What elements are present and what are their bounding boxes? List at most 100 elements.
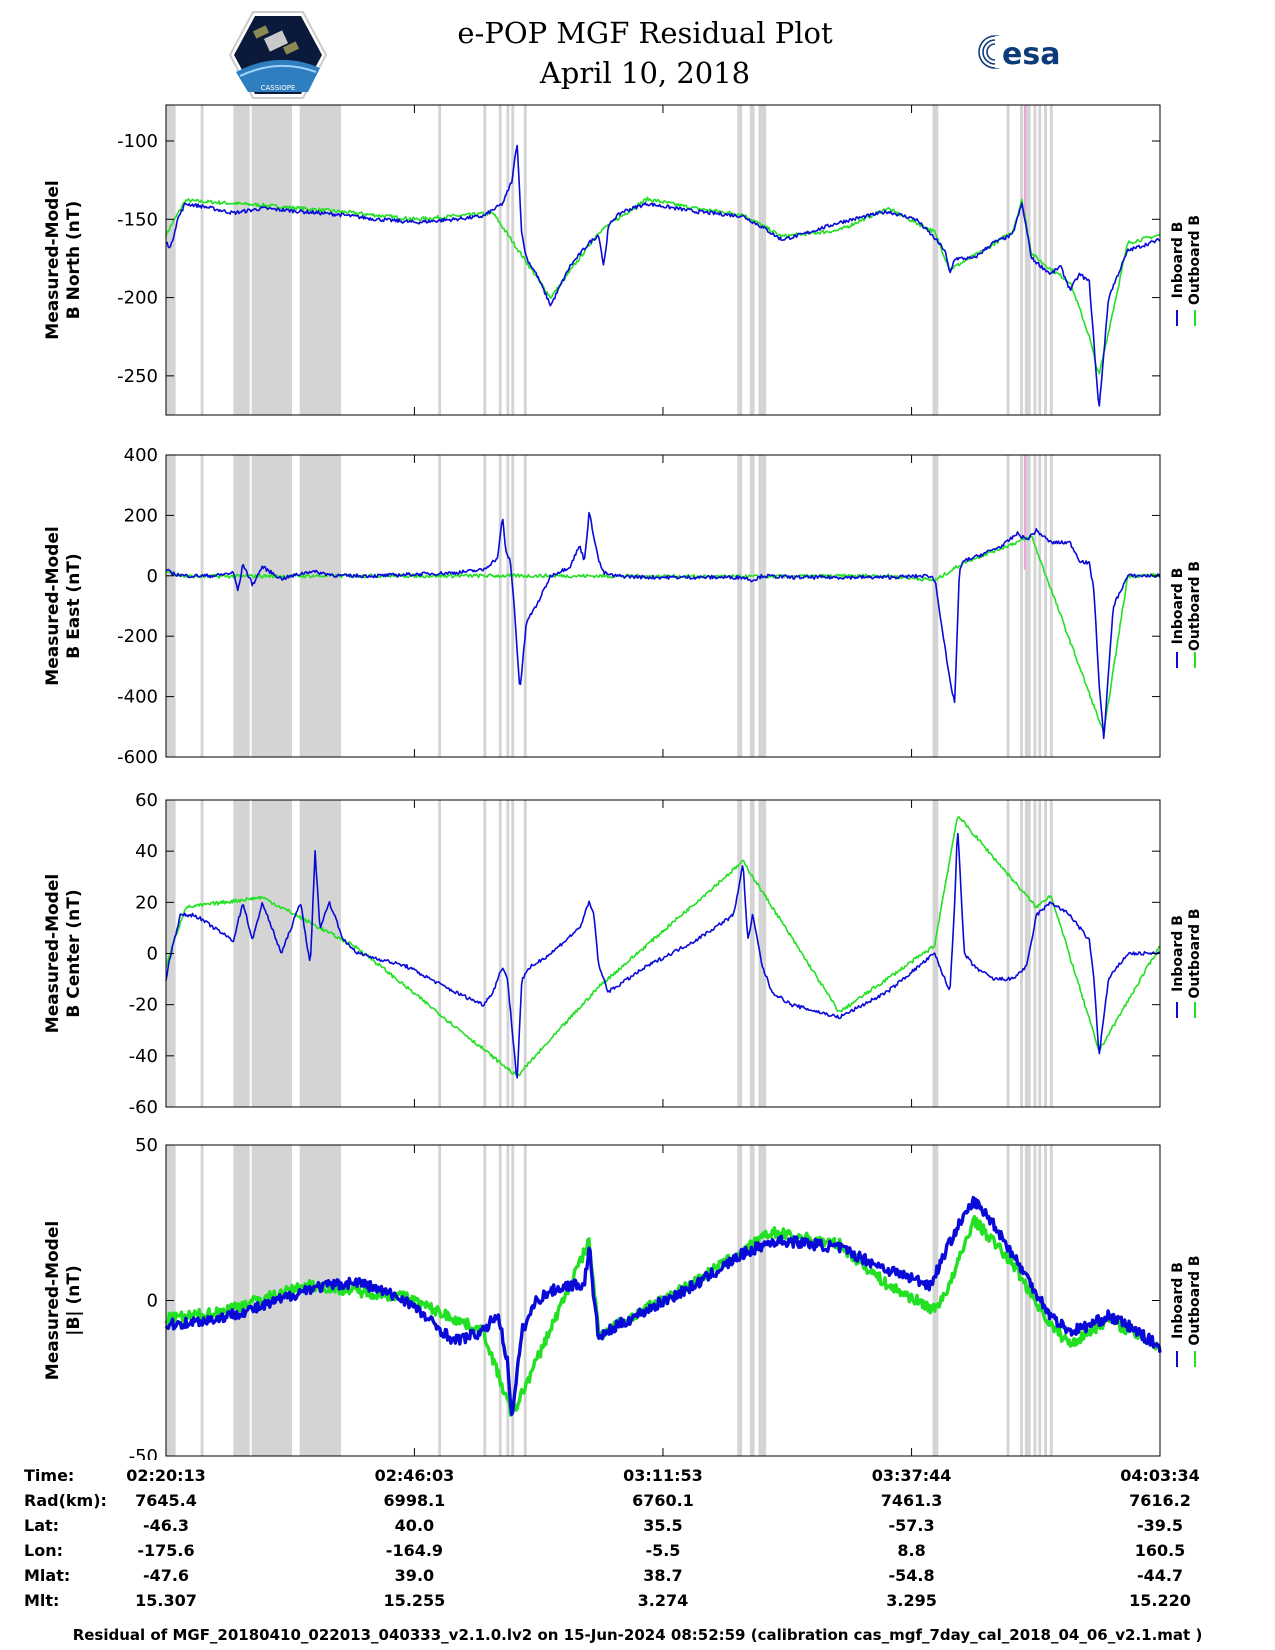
panel-2-y-tick-label: 200	[124, 505, 158, 526]
panel-2-gap-region	[749, 455, 755, 757]
panel-2-gap-region	[511, 455, 515, 757]
panel-4-inboard-series-line	[164, 1195, 1162, 1416]
panel-1-gap-region	[1020, 105, 1023, 415]
panel-2-gap-region	[438, 455, 442, 757]
panel-2-legend: Inboard B Outboard B	[1170, 561, 1203, 668]
info-row-time: Time: 02:20:13 02:46:03 03:11:53 03:37:44 04:…	[0, 1466, 1275, 1488]
panel-1-gap-region	[932, 105, 939, 415]
info-cell-time: 03:37:44	[871, 1466, 952, 1485]
panel-3-gap-region	[1020, 800, 1023, 1107]
panel-3-gap-region	[251, 800, 292, 1107]
panel-4-chart: 50 0 -50 Measured-Model|B| (nT) Inboard B Out…	[43, 1135, 1203, 1460]
panel-3-legend-inboard-label: Inboard B	[1170, 915, 1186, 992]
info-row-label: Mlat:	[24, 1566, 71, 1585]
panel-2-y-axis-label: Measured-ModelB East (nT)	[43, 526, 84, 685]
panel-1-outboard-series-line	[165, 196, 1161, 375]
panel-2-legend-inboard-label: Inboard B	[1170, 568, 1186, 645]
panel-4-gap-region	[483, 1145, 487, 1456]
panel-1-gap-region	[438, 105, 442, 415]
panel-4-y-tick-label: 50	[135, 1135, 158, 1156]
info-cell-mlat: -47.6	[142, 1566, 190, 1585]
panel-4-gap-region	[1024, 1145, 1031, 1456]
panel-4-gap-region	[1049, 1145, 1053, 1456]
info-cell-lat: 35.5	[643, 1516, 683, 1535]
panel-4-gap-region	[233, 1145, 250, 1456]
panel-3-gap-region	[511, 800, 515, 1107]
info-row-label: Lat:	[24, 1516, 60, 1535]
panel-1-y-tick-label: -150	[117, 209, 158, 230]
panel-2-gap-region	[251, 455, 292, 757]
panel-1-y-tick-label: -200	[117, 288, 158, 309]
info-cell-lon: 160.5	[1134, 1541, 1186, 1560]
panel-2-y-tick-label: -600	[117, 747, 158, 768]
info-cell-lon: -175.6	[137, 1541, 195, 1560]
panel-2-gap-region	[166, 455, 176, 757]
panel-4-legend: Inboard B Outboard B	[1170, 1255, 1203, 1367]
panel-1-gap-region	[200, 105, 204, 415]
panel-1-gap-region	[511, 105, 515, 415]
panel-3-gap-region	[506, 800, 510, 1107]
panel-3-y-tick-label: -40	[129, 1046, 158, 1067]
panel-1-legend-outboard-label: Outboard B	[1187, 215, 1203, 305]
orbit-info-table: Time: 02:20:13 02:46:03 03:11:53 03:37:44 04:…	[0, 1466, 1275, 1626]
info-cell-rad: 7461.3	[880, 1491, 943, 1510]
footer-caption: Residual of MGF_20180410_022013_040333_v…	[72, 1626, 1203, 1644]
panel-4-legend-inboard-label: Inboard B	[1170, 1262, 1186, 1339]
panel-2-gap-region	[758, 455, 767, 757]
panel-4-gap-region	[511, 1145, 515, 1456]
panel-1-y-tick-label: -250	[117, 366, 158, 387]
panel-3-inboard-series-line	[165, 832, 1161, 1079]
panel-4-y-axis-label: Measured-Model|B| (nT)	[43, 1221, 84, 1380]
info-cell-rad: 7645.4	[135, 1491, 197, 1510]
info-cell-mlat: -44.7	[1136, 1566, 1184, 1585]
panel-2-legend-outboard-label: Outboard B	[1187, 561, 1203, 651]
panel-1-gap-region	[1044, 105, 1047, 415]
panel-1-gap-region	[1033, 105, 1037, 415]
info-cell-rad: 7616.2	[1129, 1491, 1191, 1510]
panel-3-gap-region	[299, 800, 342, 1107]
info-row-label: Time:	[24, 1466, 75, 1485]
info-row-label: Lon:	[24, 1541, 63, 1560]
info-row-radius: Rad(km): 7645.4 6998.1 6760.1 7461.3 7616.2	[0, 1491, 1275, 1513]
panel-3-gap-region	[1024, 800, 1031, 1107]
panel-4-gap-region	[200, 1145, 204, 1456]
panel-3-gap-region	[523, 800, 527, 1107]
panel-4-gap-region	[1020, 1145, 1023, 1456]
cassiope-logo-text: CASSIOPE	[261, 84, 296, 92]
panel-3-y-tick-label: 0	[147, 944, 158, 965]
panel-1-y-axis-label: Measured-ModelB North (nT)	[43, 180, 84, 339]
panel-4-gap-region	[1006, 1145, 1010, 1456]
info-cell-mlt: 15.220	[1129, 1591, 1191, 1610]
panel-4-gap-region	[299, 1145, 342, 1456]
panel-3-gap-region	[737, 800, 743, 1107]
panel-1-gap-region	[498, 105, 502, 415]
panel-2-y-tick-label: 400	[124, 445, 158, 466]
panel-1-legend: Inboard B Outboard B	[1170, 215, 1203, 326]
panel-3-legend: Inboard B Outboard B	[1170, 908, 1203, 1018]
panel-4-gap-region	[749, 1145, 755, 1456]
panel-2-gap-region	[1024, 455, 1031, 757]
panel-3-gap-region	[1049, 800, 1053, 1107]
panel-2-gap-region	[1006, 455, 1010, 757]
panel-4-gap-region	[498, 1145, 502, 1456]
panel-3-y-tick-label: 40	[135, 841, 158, 862]
panel-2-chart: 400 200 0 -200 -400 -600 Measured-ModelB East …	[43, 445, 1203, 768]
panel-2-gap-region	[737, 455, 743, 757]
panel-1-gap-region	[251, 105, 292, 415]
info-row-magnetic-latitude: Mlat: -47.6 39.0 38.7 -54.8 -44.7	[0, 1566, 1275, 1588]
panel-2-gap-region	[1038, 455, 1042, 757]
panel-1-gap-region	[233, 105, 250, 415]
panel-3-gap-region	[1044, 800, 1047, 1107]
info-row-magnetic-local-time: Mlt: 15.307 15.255 3.274 3.295 15.220	[0, 1591, 1275, 1613]
panel-2-gap-region	[200, 455, 204, 757]
panel-2-gap-region	[932, 455, 939, 757]
info-cell-mlat: 38.7	[643, 1566, 683, 1585]
panel-3-gap-region	[758, 800, 767, 1107]
panel-4-legend-outboard-label: Outboard B	[1187, 1255, 1203, 1345]
panel-3-y-tick-label: -20	[129, 995, 158, 1016]
info-cell-mlt: 15.255	[383, 1591, 446, 1610]
panel-3-outboard-series-line	[165, 816, 1161, 1077]
panel-3-chart: 60 40 20 0 -20 -40 -60 Measured-ModelB Center (…	[43, 790, 1203, 1118]
panel-2-gap-region	[498, 455, 502, 757]
